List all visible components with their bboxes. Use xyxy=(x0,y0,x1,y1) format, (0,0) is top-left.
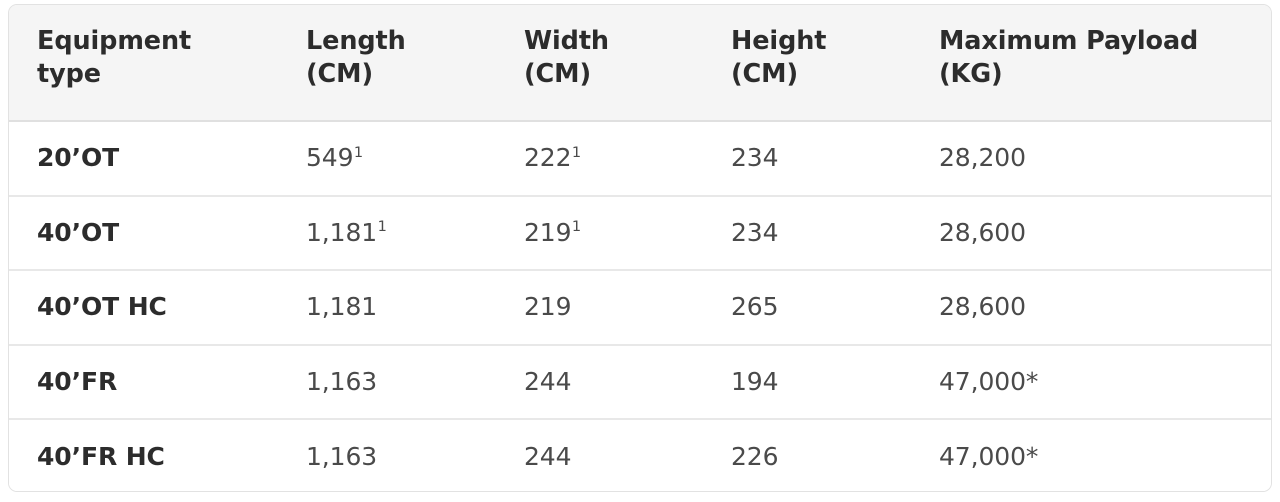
cell-length: 1,163 xyxy=(278,418,496,491)
cell-value: 234 xyxy=(731,217,779,247)
cell-maximum-payload: 28,600 xyxy=(911,194,1271,270)
table-header-row: Equipment type Length (CM) Width (CM) He… xyxy=(9,5,1271,122)
cell-length: 1,163 xyxy=(278,343,496,419)
cell-width: 244 xyxy=(496,343,703,419)
column-header-unit: (CM) xyxy=(731,59,798,90)
footnote-marker: 1 xyxy=(377,219,387,236)
table-header: Equipment type Length (CM) Width (CM) He… xyxy=(9,5,1271,122)
cell-width: 2221 xyxy=(496,121,703,196)
cell-maximum-payload: 47,000* xyxy=(911,343,1271,419)
column-header-height: Height (CM) xyxy=(703,5,911,122)
cell-value: 1,163 xyxy=(306,366,378,396)
cell-maximum-payload: 47,000* xyxy=(911,418,1271,491)
cell-height: 234 xyxy=(703,121,911,196)
column-header-width: Width (CM) xyxy=(496,5,703,122)
cell-value: 1,163 xyxy=(306,441,378,471)
cell-value: 549 xyxy=(306,143,354,173)
column-header-line1: Maximum Payload xyxy=(939,26,1199,56)
footnote-marker: 1 xyxy=(571,144,582,161)
cell-value: 226 xyxy=(731,441,779,471)
column-header-unit: (CM) xyxy=(524,59,591,90)
table-row: 40’OT 1,1811 2191 234 28,600 xyxy=(9,194,1271,270)
cell-value: 28,600 xyxy=(939,217,1026,247)
equipment-specifications-table: Equipment type Length (CM) Width (CM) He… xyxy=(9,5,1271,491)
column-header-unit: (KG) xyxy=(939,59,1003,90)
cell-equipment-type: 40’OT xyxy=(9,194,278,270)
cell-equipment-type: 40’OT HC xyxy=(9,269,278,345)
column-header-line1: Height xyxy=(731,26,827,56)
column-header-line1: Equipment xyxy=(37,26,192,56)
cell-value: 1,181 xyxy=(306,292,378,322)
footnote-marker: 1 xyxy=(571,219,582,236)
cell-height: 194 xyxy=(703,343,911,419)
cell-length: 5491 xyxy=(278,121,496,196)
table-row: 40’FR 1,163 244 194 47,000* xyxy=(9,343,1271,419)
cell-maximum-payload: 28,600 xyxy=(911,269,1271,345)
cell-value: 265 xyxy=(731,292,779,322)
column-header-line1: Width xyxy=(524,26,609,56)
spec-table-container: Equipment type Length (CM) Width (CM) He… xyxy=(8,4,1272,492)
cell-value: 28,200 xyxy=(939,143,1026,173)
cell-value: 28,600 xyxy=(939,292,1026,322)
cell-value: 244 xyxy=(524,441,572,471)
column-header-line2: type xyxy=(37,59,101,90)
column-header-unit: (CM) xyxy=(306,59,373,90)
cell-width: 219 xyxy=(496,269,703,345)
cell-equipment-type: 40’FR xyxy=(9,343,278,419)
cell-length: 1,1811 xyxy=(278,194,496,270)
cell-value: 47,000* xyxy=(939,366,1039,396)
cell-value: 234 xyxy=(731,143,779,173)
cell-value: 1,181 xyxy=(306,217,378,247)
cell-maximum-payload: 28,200 xyxy=(911,121,1271,196)
cell-equipment-type: 40’FR HC xyxy=(9,418,278,491)
table-row: 40’FR HC 1,163 244 226 47,000* xyxy=(9,418,1271,491)
cell-value: 219 xyxy=(524,292,572,322)
cell-width: 244 xyxy=(496,418,703,491)
cell-value: 222 xyxy=(524,143,572,173)
column-header-length: Length (CM) xyxy=(278,5,496,122)
footnote-marker: 1 xyxy=(353,144,364,161)
column-header-equipment-type: Equipment type xyxy=(9,5,278,122)
column-header-maximum-payload: Maximum Payload (KG) xyxy=(911,5,1271,122)
cell-length: 1,181 xyxy=(278,269,496,345)
cell-value: 194 xyxy=(731,366,779,396)
cell-value: 47,000* xyxy=(939,441,1039,471)
cell-width: 2191 xyxy=(496,194,703,270)
table-row: 40’OT HC 1,181 219 265 28,600 xyxy=(9,269,1271,345)
cell-height: 265 xyxy=(703,269,911,345)
column-header-line1: Length xyxy=(306,26,406,56)
table-row: 20’OT 5491 2221 234 28,200 xyxy=(9,121,1271,196)
cell-height: 226 xyxy=(703,418,911,491)
cell-height: 234 xyxy=(703,194,911,270)
cell-value: 244 xyxy=(524,366,572,396)
cell-value: 219 xyxy=(524,217,572,247)
cell-equipment-type: 20’OT xyxy=(37,143,120,173)
table-body: 20’OT 5491 2221 234 28,200 40’OT 1,1811 … xyxy=(9,121,1271,491)
